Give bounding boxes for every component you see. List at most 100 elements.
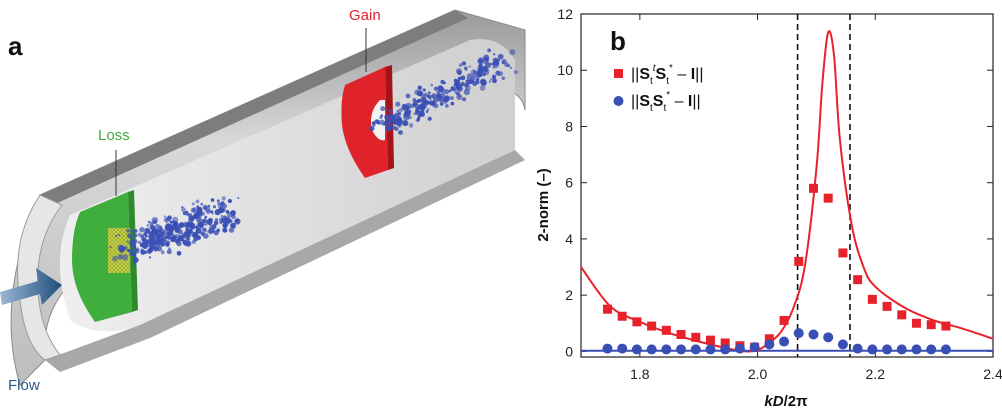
- data-point-circle: [793, 328, 804, 339]
- particle: [183, 221, 190, 228]
- particle: [473, 70, 476, 73]
- particle: [465, 88, 468, 91]
- particle: [478, 73, 482, 77]
- particle: [400, 120, 404, 123]
- particle: [405, 93, 411, 99]
- particle: [216, 229, 220, 233]
- data-point-circle: [631, 344, 642, 355]
- particle: [492, 78, 497, 84]
- particle: [137, 240, 141, 244]
- particle: [181, 206, 184, 209]
- particle: [196, 222, 201, 227]
- particle: [166, 231, 171, 236]
- particle: [463, 89, 470, 96]
- x-tick-label: 1.8: [630, 366, 650, 382]
- x-tick-label: 2.4: [983, 366, 1002, 382]
- particle: [147, 228, 150, 231]
- particle: [398, 107, 403, 112]
- particle: [117, 254, 123, 260]
- particle-cloud-gain: [369, 48, 518, 135]
- particle: [416, 90, 423, 97]
- particle: [417, 85, 422, 90]
- particle: [115, 234, 118, 238]
- particle: [501, 59, 507, 65]
- y-tick-label: 4: [565, 231, 573, 247]
- particle: [178, 236, 182, 240]
- y-tick-label: 10: [557, 62, 573, 78]
- particle: [133, 233, 138, 238]
- data-point-square: [882, 301, 892, 311]
- data-point-square: [867, 294, 877, 304]
- particle: [465, 79, 469, 83]
- data-point-square: [647, 321, 657, 331]
- particle: [424, 92, 429, 97]
- x-tick-label: 2.2: [866, 366, 886, 382]
- legend-marker-red: [614, 69, 623, 78]
- data-point-square: [823, 193, 833, 203]
- particle: [466, 77, 470, 80]
- data-point-square: [602, 304, 612, 314]
- legend-label-blue: ||StSt* – I||: [631, 90, 701, 114]
- particle: [232, 225, 236, 229]
- particle: [130, 250, 132, 253]
- particle: [178, 229, 183, 235]
- particle: [490, 63, 493, 65]
- particle: [455, 79, 459, 83]
- data-point-square: [632, 317, 642, 327]
- data-point-circle: [882, 344, 893, 355]
- particle: [149, 244, 154, 249]
- data-point-circle: [617, 343, 628, 354]
- data-point-circle: [867, 344, 878, 355]
- particle: [170, 237, 176, 243]
- data-point-circle: [690, 344, 701, 355]
- particle: [501, 76, 505, 81]
- particle: [130, 237, 133, 240]
- particle: [142, 243, 148, 249]
- particle: [208, 227, 215, 234]
- legend: ||SttSt* – I|| ||StSt* – I||: [613, 63, 703, 114]
- particle: [409, 110, 412, 113]
- y-tick-label: 12: [557, 6, 573, 22]
- particle: [150, 225, 155, 229]
- particle: [195, 199, 200, 204]
- particle: [212, 205, 216, 209]
- particle: [387, 114, 390, 118]
- particle: [151, 229, 156, 234]
- particle: [453, 87, 461, 95]
- data-point-square: [897, 310, 907, 320]
- data-point-circle: [852, 343, 863, 354]
- particle: [156, 240, 161, 245]
- particle: [150, 237, 157, 244]
- particle: [160, 250, 165, 255]
- particle: [221, 196, 226, 201]
- particle: [217, 202, 221, 205]
- data-point-circle: [808, 329, 819, 340]
- particle: [493, 53, 496, 56]
- particle: [143, 232, 148, 237]
- particle: [155, 223, 160, 229]
- loss-mesh: [108, 228, 130, 273]
- particle: [205, 215, 208, 218]
- particle: [160, 227, 163, 231]
- particle: [427, 91, 431, 95]
- particle: [463, 66, 468, 71]
- data-point-square: [661, 325, 671, 335]
- particle: [460, 75, 466, 81]
- particle: [445, 104, 449, 108]
- particle: [126, 240, 129, 243]
- particle: [507, 64, 510, 67]
- particle: [163, 215, 166, 218]
- particle: [126, 233, 132, 239]
- particle: [379, 116, 383, 119]
- flow-label: Flow: [8, 377, 40, 394]
- particle: [117, 233, 121, 237]
- particle: [211, 212, 214, 215]
- particle: [398, 130, 403, 135]
- particle: [204, 206, 207, 210]
- particle: [200, 202, 204, 206]
- data-point-circle: [661, 344, 672, 355]
- particle: [167, 235, 171, 240]
- particle: [475, 77, 480, 82]
- particle: [475, 80, 480, 85]
- particle: [133, 257, 139, 263]
